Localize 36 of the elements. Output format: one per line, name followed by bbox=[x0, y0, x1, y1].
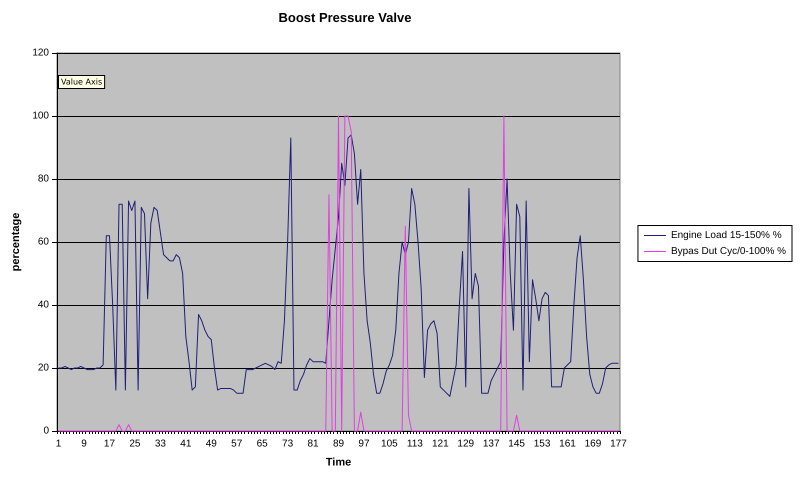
y-tick-label: 100 bbox=[32, 110, 50, 122]
x-tick-label: 73 bbox=[282, 438, 294, 450]
x-tick-label: 121 bbox=[432, 438, 450, 450]
y-tick-label: 40 bbox=[38, 300, 50, 310]
x-tick-label: 113 bbox=[406, 438, 424, 450]
y-tick-label: 80 bbox=[38, 174, 50, 184]
x-tick-label: 9 bbox=[81, 438, 88, 450]
y-tick-label: 60 bbox=[38, 236, 50, 248]
x-tick-label: 89 bbox=[332, 438, 344, 450]
x-axis-title: Time bbox=[326, 456, 352, 468]
x-tick-label: 81 bbox=[307, 438, 320, 450]
x-tick-label: 25 bbox=[129, 438, 141, 450]
x-tick-label: 145 bbox=[508, 438, 526, 450]
x-tick-label: 57 bbox=[231, 438, 243, 450]
x-tick-label: 97 bbox=[358, 438, 370, 450]
x-tick-label: 129 bbox=[457, 438, 475, 450]
x-tick-label: 65 bbox=[256, 438, 268, 450]
x-tick-label: 137 bbox=[482, 438, 500, 450]
y-tick-label: 120 bbox=[32, 48, 50, 58]
legend-label: Bypas Dut Cyc/0-100% % bbox=[670, 246, 786, 257]
x-tick-label: 1 bbox=[56, 438, 62, 450]
x-tick-label: 153 bbox=[534, 438, 551, 450]
x-tick-label: 17 bbox=[104, 438, 116, 450]
x-tick-label: 105 bbox=[381, 438, 398, 450]
y-tick-label: 20 bbox=[38, 362, 50, 374]
x-tick-label: 41 bbox=[180, 438, 192, 450]
legend-label: Engine Load 15-150% % bbox=[670, 230, 782, 241]
annotation: Value Axis bbox=[61, 78, 102, 86]
x-tick-label: 177 bbox=[610, 438, 628, 450]
y-axis-title: percentage bbox=[10, 212, 22, 272]
x-tick-label: 161 bbox=[559, 438, 576, 450]
x-tick-label: 49 bbox=[206, 438, 218, 450]
x-tick-label: 33 bbox=[154, 438, 166, 450]
y-tick-label: 0 bbox=[43, 426, 50, 436]
x-tick-label: 169 bbox=[584, 438, 602, 450]
chart-title: Boost Pressure Valve bbox=[278, 10, 412, 25]
